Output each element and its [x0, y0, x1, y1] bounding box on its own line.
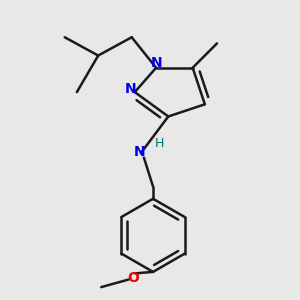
- Text: H: H: [154, 137, 164, 150]
- Text: N: N: [124, 82, 136, 96]
- Text: N: N: [150, 56, 162, 70]
- Text: N: N: [134, 145, 145, 158]
- Text: O: O: [127, 271, 139, 285]
